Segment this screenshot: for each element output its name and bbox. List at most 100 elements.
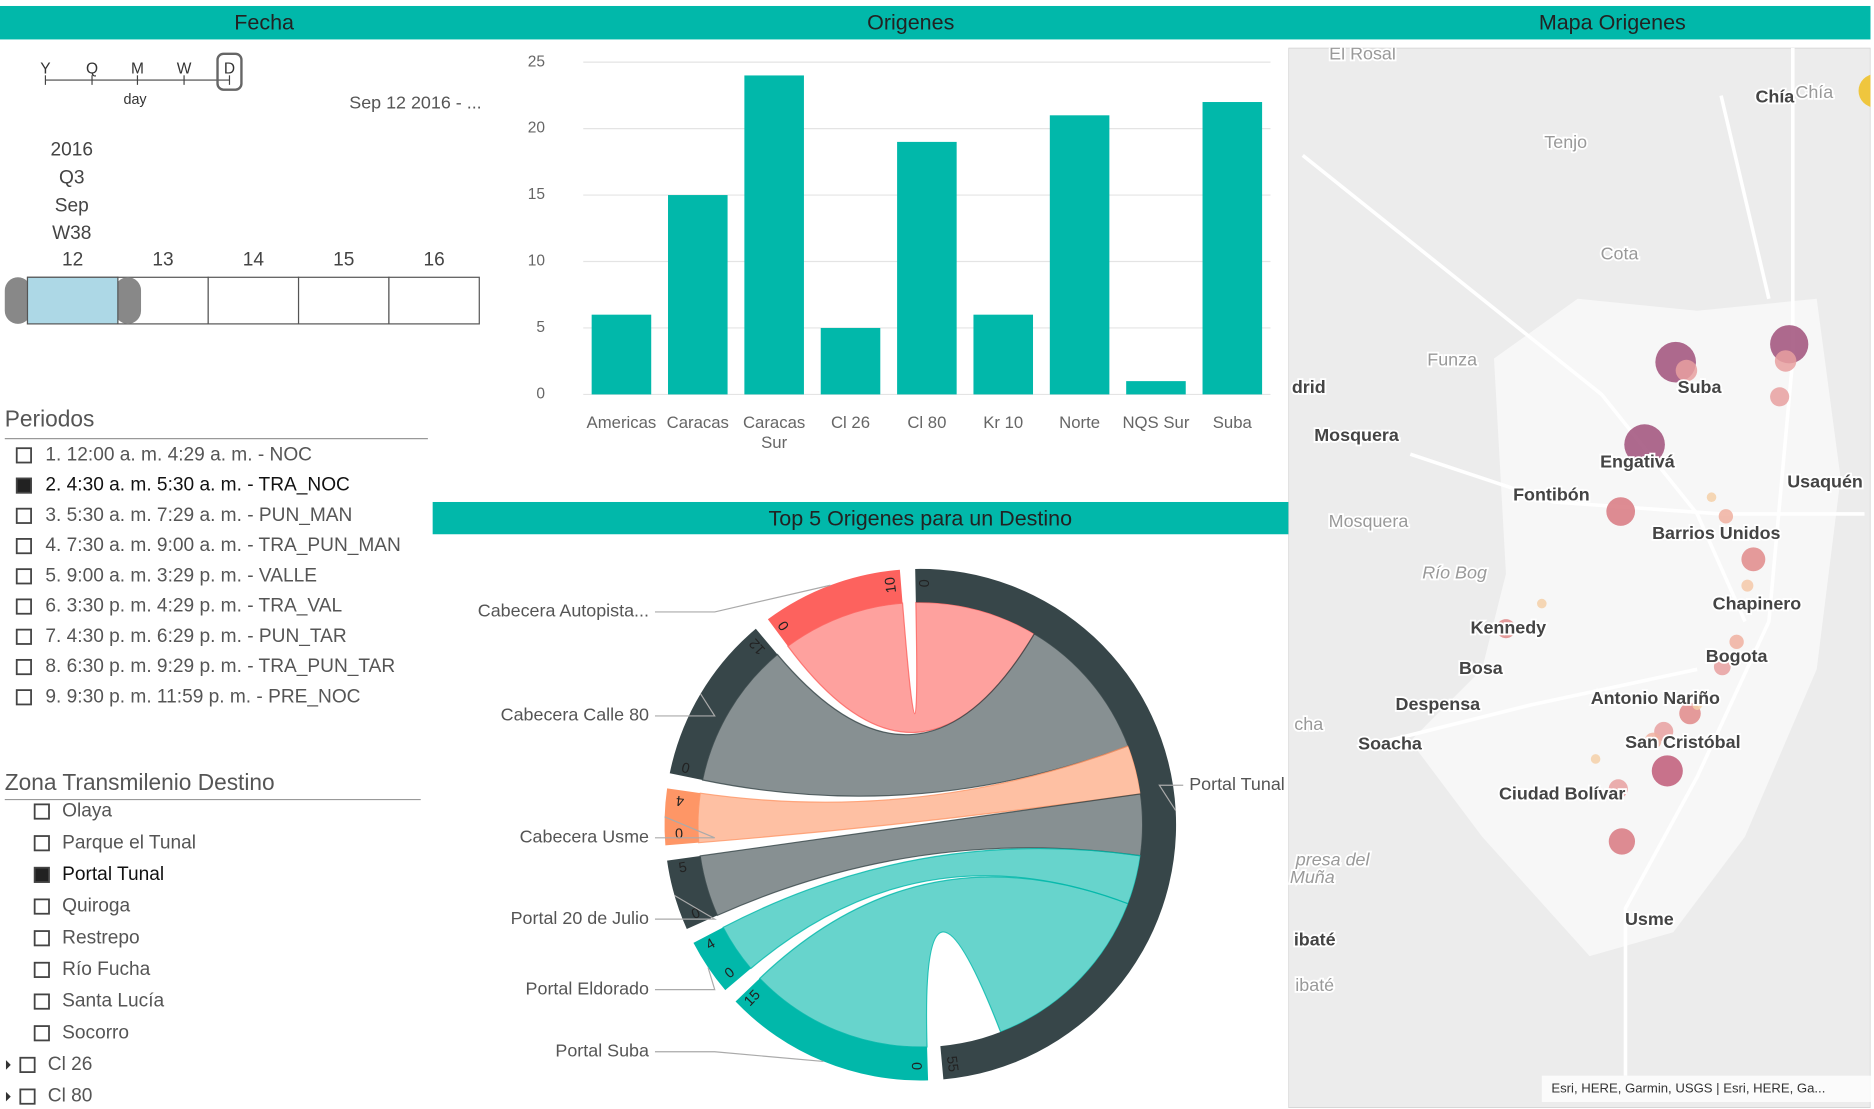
checkbox[interactable] xyxy=(35,804,49,818)
day-label: 15 xyxy=(333,250,354,271)
day-cell[interactable] xyxy=(389,277,479,324)
checkbox[interactable] xyxy=(35,836,49,850)
checkbox[interactable] xyxy=(35,1026,49,1040)
checkbox[interactable] xyxy=(17,539,31,553)
x-tick-label-box: Caracas xyxy=(660,412,736,460)
checkbox[interactable] xyxy=(35,899,49,913)
granularity-option[interactable]: Y xyxy=(40,60,51,77)
checkbox[interactable] xyxy=(35,868,49,882)
expand-arrow[interactable] xyxy=(6,1092,11,1102)
arc-tick-label: 55 xyxy=(943,1055,961,1073)
checkbox[interactable] xyxy=(17,478,31,492)
slicer-item[interactable]: Quiroga xyxy=(62,896,130,917)
range-selection[interactable] xyxy=(27,277,117,324)
checkbox[interactable] xyxy=(17,569,31,583)
map-label: Engativá xyxy=(1600,451,1675,471)
slicer-item[interactable]: Portal Tunal xyxy=(62,864,164,885)
arc-tick-label: 0 xyxy=(910,1062,926,1070)
slicer-item[interactable]: Olaya xyxy=(62,801,112,822)
map-bubble[interactable] xyxy=(1606,497,1635,526)
map-bubble[interactable] xyxy=(1652,755,1683,786)
checkbox[interactable] xyxy=(17,599,31,613)
bar[interactable] xyxy=(897,142,957,395)
map-bubble[interactable] xyxy=(1775,350,1797,372)
map-label: Cota xyxy=(1601,243,1639,263)
checkbox[interactable] xyxy=(35,963,49,977)
slicer-item[interactable]: 5. 9:00 a. m. 3:29 p. m. - VALLE xyxy=(45,565,317,586)
expand-arrow[interactable] xyxy=(6,1060,11,1070)
day-cell[interactable] xyxy=(299,277,389,324)
slicer-item[interactable]: Cl 80 xyxy=(48,1086,93,1107)
map-label: Chía xyxy=(1795,82,1833,102)
bar[interactable] xyxy=(973,315,1033,395)
checkbox[interactable] xyxy=(20,1089,34,1103)
granularity-option[interactable]: D xyxy=(224,60,235,77)
slicer-item[interactable]: 3. 5:30 a. m. 7:29 a. m. - PUN_MAN xyxy=(45,505,352,526)
x-tick-label-box: Kr 10 xyxy=(965,412,1041,460)
x-tick-label: Cl 26 xyxy=(812,412,888,432)
slicer-item[interactable]: Parque el Tunal xyxy=(62,832,196,853)
checkbox[interactable] xyxy=(17,630,31,644)
granularity-option[interactable]: Q xyxy=(86,60,98,77)
map-bubble[interactable] xyxy=(1770,387,1789,406)
map-label: Río Bog xyxy=(1422,562,1487,582)
day-cell[interactable] xyxy=(208,277,298,324)
day-label: 12 xyxy=(62,250,83,271)
slicer-item[interactable]: Socorro xyxy=(62,1022,129,1043)
dashboard: Fecha Origenes Mapa Origenes Top 5 Orige… xyxy=(0,0,1874,1109)
slicer-item[interactable]: 6. 3:30 p. m. 4:29 p. m. - TRA_VAL xyxy=(45,596,342,617)
y-tick-label: 15 xyxy=(528,186,545,203)
x-tick-label-box: Americas xyxy=(583,412,659,460)
map-bubble[interactable] xyxy=(1609,828,1635,854)
checkbox[interactable] xyxy=(20,1058,34,1072)
slicer-item[interactable]: 4. 7:30 a. m. 9:00 a. m. - TRA_PUN_MAN xyxy=(45,535,400,556)
bar[interactable] xyxy=(668,195,728,394)
arc-tick-label: 0 xyxy=(917,579,933,587)
bar[interactable] xyxy=(821,328,881,394)
bar[interactable] xyxy=(592,315,652,395)
bar[interactable] xyxy=(1203,102,1263,394)
checkbox[interactable] xyxy=(17,660,31,674)
bar[interactable] xyxy=(744,75,804,394)
slicer-item[interactable]: 1. 12:00 a. m. 4:29 a. m. - NOC xyxy=(45,444,312,465)
day-label: 16 xyxy=(423,250,444,271)
header-title: Origenes xyxy=(867,11,954,35)
x-tick-label-box: Cl 80 xyxy=(889,412,965,460)
date-range: Sep 12 2016 - ... xyxy=(349,93,481,113)
header-title: Fecha xyxy=(234,11,294,35)
checkbox[interactable] xyxy=(17,690,31,704)
slicer-item[interactable]: 2. 4:30 a. m. 5:30 a. m. - TRA_NOC xyxy=(45,475,350,496)
map-bubble[interactable] xyxy=(1591,754,1601,764)
slicer-item[interactable]: 9. 9:30 p. m. 11:59 p. m. - PRE_NOC xyxy=(45,686,360,707)
checkbox[interactable] xyxy=(35,994,49,1008)
granularity-option[interactable]: W xyxy=(177,60,192,77)
y-tick-label: 5 xyxy=(536,319,545,336)
map-bubble[interactable] xyxy=(1719,509,1733,523)
bar[interactable] xyxy=(1050,115,1110,394)
x-tick-label: Norte xyxy=(1041,412,1117,432)
checkbox[interactable] xyxy=(17,509,31,523)
slicer-item[interactable]: Restrepo xyxy=(62,927,140,948)
y-tick-label: 10 xyxy=(528,253,546,270)
map-bubble[interactable] xyxy=(1707,492,1717,502)
map-label: Mosquera xyxy=(1314,425,1400,445)
map-bubble[interactable] xyxy=(1741,547,1765,571)
map-bubble[interactable] xyxy=(1741,580,1753,592)
slicer-item[interactable]: Cl 26 xyxy=(48,1054,93,1075)
map-bubble[interactable] xyxy=(1537,599,1547,609)
map-label: Chía xyxy=(1755,87,1795,107)
date-hierarchy: W38 xyxy=(52,223,91,244)
slicer-item[interactable]: 7. 4:30 p. m. 6:29 p. m. - PUN_TAR xyxy=(45,626,346,647)
range-handle[interactable] xyxy=(115,277,141,324)
checkbox[interactable] xyxy=(35,931,49,945)
slicer-item[interactable]: 8. 6:30 p. m. 9:29 p. m. - TRA_PUN_TAR xyxy=(45,656,395,677)
chord-label: Portal 20 de Julio xyxy=(511,908,649,928)
chord-label: Portal Suba xyxy=(555,1041,649,1061)
granularity-option[interactable]: M xyxy=(131,60,144,77)
bar[interactable] xyxy=(1126,381,1186,394)
slicer-item[interactable]: Río Fucha xyxy=(62,959,151,980)
map-label: Bosa xyxy=(1459,658,1504,678)
slicer-item[interactable]: Santa Lucía xyxy=(62,991,164,1012)
checkbox[interactable] xyxy=(17,448,31,462)
